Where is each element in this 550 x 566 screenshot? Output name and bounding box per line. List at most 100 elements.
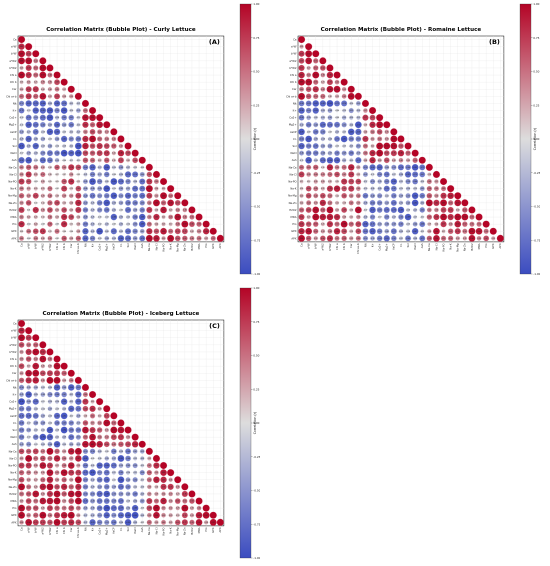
bubble-value-label: -0.41 [20,394,24,396]
x-tick-label: Na-Cl [434,243,438,250]
bubble-value-label: -0.41 [140,231,144,233]
bubble-value-label: -0.89 [140,224,144,226]
bubble-value-label: -0.47 [98,486,102,488]
bubble-19-10 [370,172,375,177]
bubble-23-8 [75,483,82,491]
bubble-value-label: 0.68 [70,508,73,510]
bubble-value-label: 0.76 [300,53,303,55]
bubble-6-2 [33,80,38,85]
y-tick-label: Na-PO [8,463,16,467]
bubble-16-11 [96,150,103,157]
bubble-13-7 [347,128,355,136]
bubble-28-3 [40,236,46,241]
x-tick-label: a*W [27,527,31,533]
bubble-value-label: -0.64 [349,153,353,155]
bubble-value-label: -0.41 [84,508,88,510]
bubble-13-4 [328,130,332,134]
bubble-23-11 [96,199,103,206]
bubble-24-0 [18,491,25,497]
bubble-5-4 [326,71,334,79]
bubble-11-10 [369,114,376,121]
bubble-27-4 [48,229,52,234]
bubble-value-label: 0.16 [350,209,353,211]
bubble-value-label: 0.32 [20,351,23,353]
bubble-22-18 [146,477,153,483]
bubble-value-label: 0.42 [342,96,345,98]
bubble-value-label: -0.64 [55,394,59,396]
bubble-27-25 [195,511,203,519]
bubble-27-3 [320,228,326,234]
bubble-value-label: 0.46 [300,89,303,91]
bubble-16-1 [305,150,312,157]
bubble-value-label: -0.95 [20,401,24,403]
bubble-value-label: 0.81 [449,217,452,219]
bubble-25-11 [377,215,382,219]
bubble-value-label: 0.57 [70,486,73,488]
bubble-20-2 [33,463,39,468]
bubble-value-label: -0.12 [98,224,102,226]
bubble-value-label: -0.64 [20,437,24,439]
bubble-26-24 [188,221,195,228]
bubble-value-label: 0.82 [41,351,44,353]
bubble-14-4 [327,136,333,142]
bubble-value-label: -0.58 [91,451,95,453]
bubble-value-label: 0.42 [20,217,23,219]
bubble-19-12 [103,171,110,178]
bubble-27-1 [305,227,313,235]
bubble-value-label: -0.18 [34,160,38,162]
bubble-value-label: 0.31 [34,174,37,176]
bubble-value-label: -0.86 [69,387,73,389]
bubble-9-1 [26,385,32,390]
y-tick-label: Chl a+b [286,94,297,98]
bubble-9-4 [326,99,334,107]
bubble-25-8 [76,214,81,220]
bubble-value-label: 0.54 [314,96,317,98]
bubble-value-label: 0.77 [119,437,122,439]
bubble-21-18 [145,185,153,193]
bubble-9-3 [39,100,47,107]
bubble-value-label: 0.89 [34,380,37,382]
bubble-value-label: -0.29 [62,437,66,439]
bubble-value-label: 0.74 [77,472,80,474]
bubble-value-label: 0.35 [357,202,360,204]
bubble-value-label: -0.11 [112,479,116,481]
bubble-28-5 [55,236,59,241]
bubble-12-7 [349,122,354,127]
bubble-25-9 [363,214,368,220]
bubble-27-0 [17,511,26,519]
bubble-15-6 [62,143,67,149]
bubble-value-label: 0.45 [155,181,158,183]
bubble-24-19 [154,207,159,213]
bubble-12-10 [89,405,96,413]
bubble-28-4 [47,235,53,241]
bubble-value-label: 0.57 [55,451,58,453]
bubble-24-9 [363,208,368,212]
bubble-13-0 [298,128,305,136]
colorbar-tick-label: 0.75 [253,36,259,40]
bubble-25-5 [333,213,341,221]
bubble-value-label: -0.16 [76,124,80,126]
bubble-23-23 [181,483,189,491]
bubble-12-12 [103,121,111,129]
bubble-20-3 [39,462,47,470]
x-tick-label: Na-Mg [176,527,180,536]
bubble-value-label: -0.26 [371,188,375,190]
bubble-value-label: 0.60 [105,160,108,162]
bubble-16-2 [312,150,319,157]
bubble-18-11 [97,165,102,170]
bubble-12-3 [40,406,45,411]
bubble-27-25 [475,227,483,235]
bubble-17-12 [103,441,110,448]
bubble-27-3 [39,228,47,235]
bubble-value-label: 0.89 [197,515,200,517]
bubble-value-label: -0.19 [399,188,403,190]
bubble-12-7 [67,405,75,413]
x-tick-label: H2O2 [190,243,194,251]
bubble-value-label: -0.60 [91,174,95,176]
bubble-25-12 [383,214,390,220]
bubble-value-label: 0.44 [105,138,108,140]
bubble-16-4 [327,150,333,156]
bubble-21-5 [55,186,59,191]
y-tick-label: H2O2 [9,208,17,212]
bubble-20-9 [82,462,89,469]
